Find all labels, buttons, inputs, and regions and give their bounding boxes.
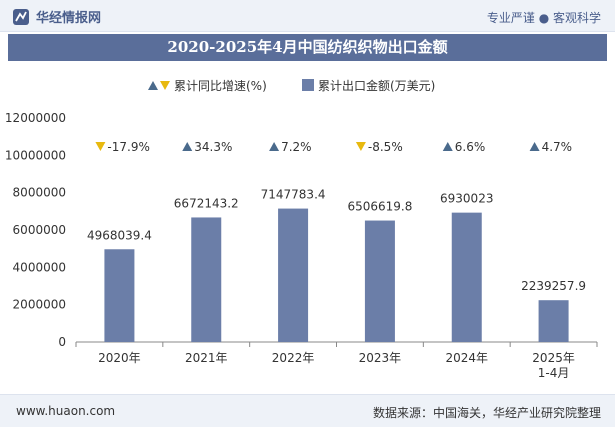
bar-value-label: 2239257.9: [521, 279, 586, 293]
x-tick-label: 1-4月: [538, 366, 570, 380]
footer-source: 数据来源：中国海关，华经产业研究院整理: [372, 406, 601, 420]
y-tick-label: 6000000: [13, 223, 66, 237]
growth-label: 4.7%: [542, 140, 573, 154]
y-tick-label: 4000000: [13, 260, 66, 274]
growth-label: -8.5%: [368, 140, 403, 154]
growth-up-triangle-icon: [182, 142, 193, 151]
chart-labels: 4968039.4 2020年 -17.9% 6672143.2 2021年 34.3% 7…: [87, 140, 586, 380]
y-tick-label: 8000000: [13, 186, 66, 200]
x-tick-label: 2025年: [532, 351, 575, 365]
bar-value-label: 4968039.4: [87, 228, 152, 242]
top-bar: 华经情报网 专业严谨 ● 客观科学: [0, 0, 615, 32]
chart-axes: 0 2000000 4000000 6000000 8000000 10000000 120…: [5, 111, 598, 349]
growth-label: 6.6%: [455, 140, 486, 154]
growth-up-triangle-icon: [442, 142, 453, 151]
x-tick-label: 2024年: [445, 351, 488, 365]
y-tick-label: 0: [58, 335, 66, 349]
chart: 累计同比增速(%) 累计出口金额(万美元) 0 2000000 4000000 600…: [5, 78, 598, 380]
bar-value-label: 7147783.4: [261, 188, 326, 202]
brand-logo-icon: [13, 8, 29, 25]
footer-url[interactable]: www.huaon.com: [16, 404, 116, 418]
y-tick-label: 12000000: [5, 111, 66, 125]
chart-title: 2020-2025年4月中国纺织织物出口金额: [8, 34, 607, 61]
bar: [104, 249, 135, 342]
legend-up-triangle-icon: [148, 81, 158, 90]
bar: [451, 212, 482, 342]
x-tick-label: 2022年: [272, 351, 315, 365]
legend-growth-label: 累计同比增速(%): [174, 79, 267, 93]
bar-value-label: 6930023: [440, 192, 493, 206]
growth-label: 7.2%: [281, 140, 312, 154]
growth-label: 34.3%: [194, 140, 232, 154]
bar: [191, 217, 222, 342]
tagline: 专业严谨 ● 客观科学: [486, 11, 601, 25]
growth-down-triangle-icon: [95, 142, 106, 151]
growth-down-triangle-icon: [355, 142, 366, 151]
growth-label: -17.9%: [107, 140, 149, 154]
growth-up-triangle-icon: [269, 142, 280, 151]
y-tick-label: 10000000: [5, 148, 66, 162]
chart-legend: 累计同比增速(%) 累计出口金额(万美元): [148, 78, 435, 93]
brand-name: 华经情报网: [36, 11, 102, 26]
x-tick-label: 2020年: [98, 351, 141, 365]
brand-logo[interactable]: 华经情报网: [12, 7, 101, 26]
bar: [538, 300, 569, 342]
footer: www.huaon.com 数据来源：中国海关，华经产业研究院整理: [0, 394, 615, 427]
bar: [278, 208, 309, 342]
x-tick-label: 2021年: [185, 351, 228, 365]
chart-bars: [104, 208, 569, 342]
bar-value-label: 6506619.8: [347, 200, 412, 214]
x-tick-label: 2023年: [359, 351, 402, 365]
legend-down-triangle-icon: [160, 81, 170, 90]
legend-amount-label: 累计出口金额(万美元): [318, 78, 435, 93]
legend-amount-swatch: [302, 79, 314, 91]
y-tick-label: 2000000: [13, 298, 66, 312]
bar: [364, 220, 395, 342]
bar-value-label: 6672143.2: [174, 196, 239, 210]
growth-up-triangle-icon: [529, 142, 540, 151]
